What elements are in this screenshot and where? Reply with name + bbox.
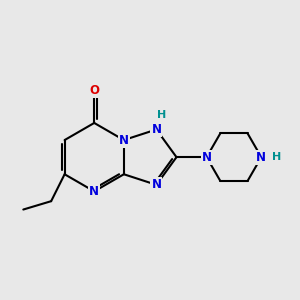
Text: O: O (89, 84, 99, 97)
Text: N: N (202, 151, 212, 164)
Text: N: N (119, 134, 129, 147)
Text: N: N (152, 123, 161, 136)
Text: N: N (256, 151, 266, 164)
Text: N: N (89, 185, 99, 198)
Text: H: H (272, 152, 281, 162)
Text: N: N (152, 178, 161, 191)
Text: H: H (157, 110, 166, 120)
